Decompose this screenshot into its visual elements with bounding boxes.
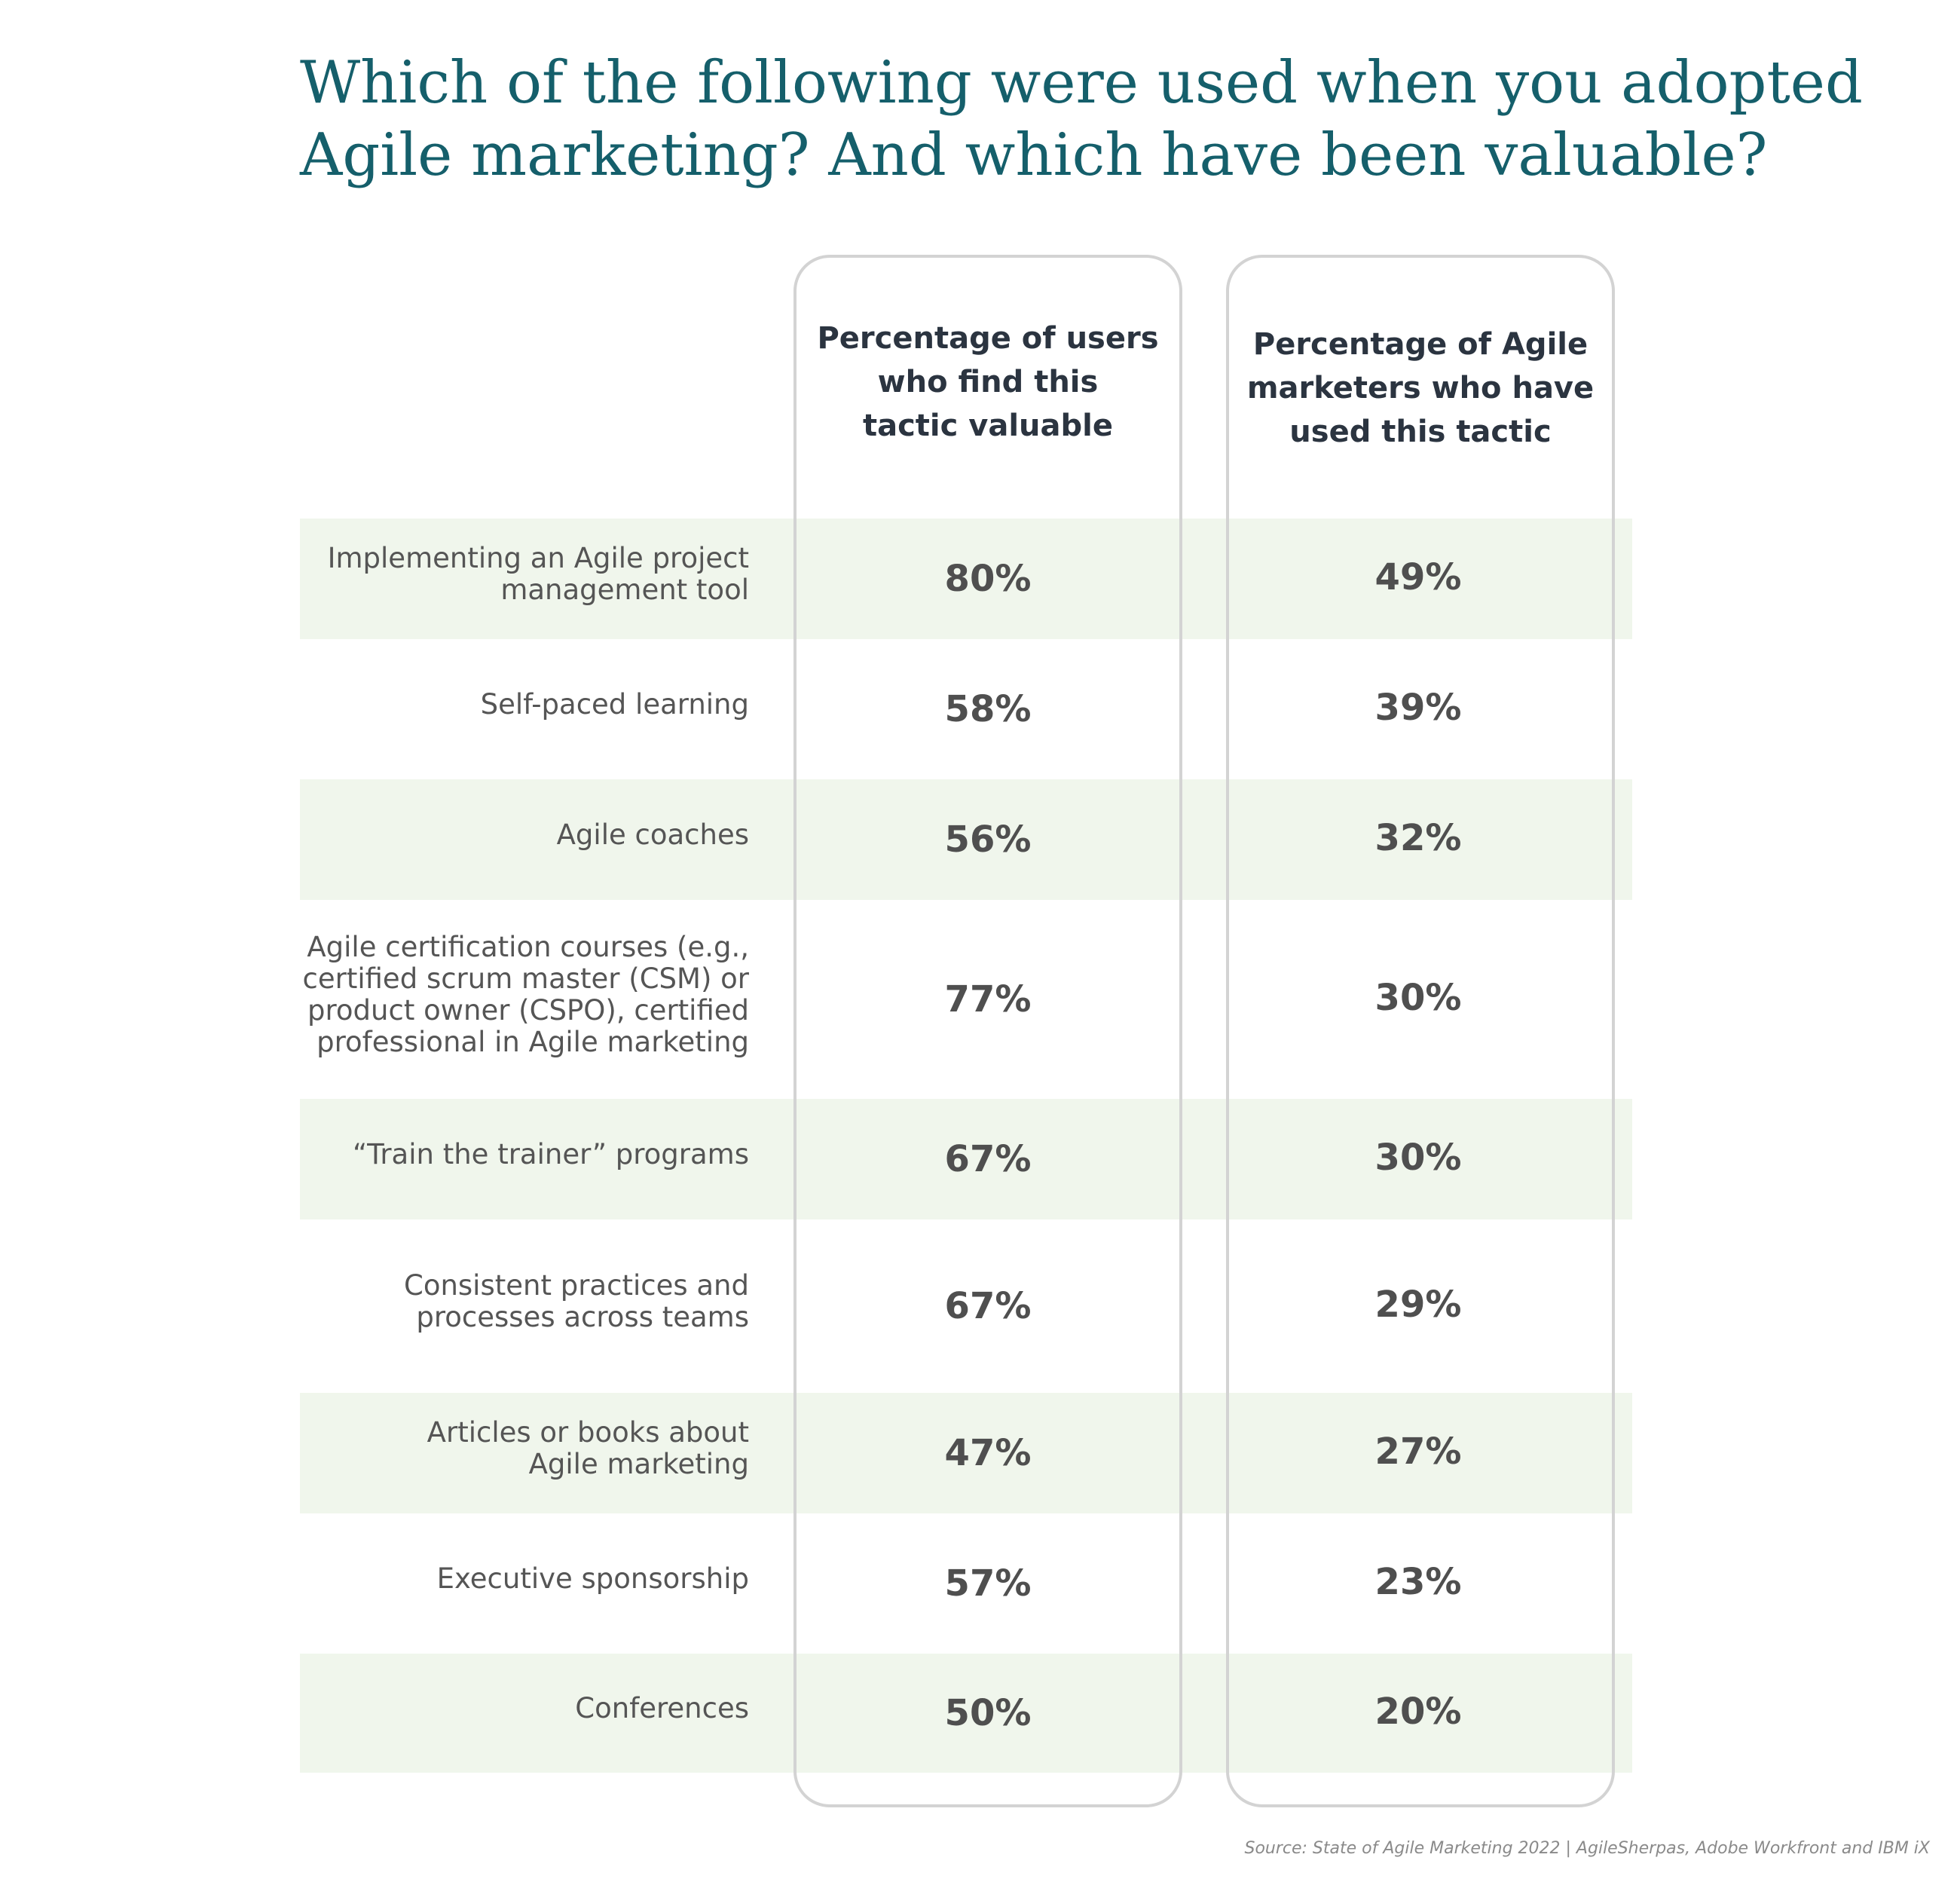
used-header-line: used this tactic — [1289, 415, 1552, 449]
tactic-label: “Train the trainer” programs — [300, 1139, 749, 1170]
tactic-label-line: processes across teams — [416, 1301, 749, 1333]
valuable-percent: 77% — [944, 978, 1032, 1021]
tactic-label-line: Conferences — [575, 1692, 749, 1724]
tactic-label: Conferences — [300, 1693, 749, 1724]
valuable-header-line: Percentage of users — [817, 321, 1159, 356]
valuable-column-header: Percentage of users who find this tactic… — [807, 317, 1169, 448]
valuable-header-line: who find this — [877, 365, 1099, 399]
used-percent: 30% — [1374, 977, 1462, 1019]
tactic-label: Consistent practices and processes across… — [300, 1270, 749, 1333]
tactic-label-line: Articles or books about — [427, 1416, 749, 1449]
tactic-label-line: certified scrum master (CSM) or — [302, 962, 749, 995]
used-percent: 49% — [1374, 556, 1462, 598]
valuable-percent: 56% — [944, 819, 1032, 861]
tactic-label-line: Agile marketing — [528, 1448, 749, 1480]
tactic-label-line: professional in Agile marketing — [316, 1026, 749, 1058]
tactic-label-line: Consistent practices and — [403, 1269, 749, 1302]
valuable-percent: 50% — [944, 1692, 1032, 1734]
used-header-line: marketers who have — [1246, 371, 1595, 405]
valuable-header-line: tactic valuable — [862, 409, 1113, 443]
used-percent: 30% — [1374, 1137, 1462, 1179]
valuable-percent: 80% — [944, 558, 1032, 600]
used-percent: 29% — [1374, 1284, 1462, 1326]
page-title: Which of the following were used when yo… — [300, 47, 1863, 191]
used-column-header: Percentage of Agile marketers who have u… — [1240, 323, 1601, 454]
used-percent: 32% — [1374, 817, 1462, 859]
tactic-label: Executive sponsorship — [300, 1563, 749, 1595]
tactic-label-line: Executive sponsorship — [436, 1562, 749, 1595]
row-band — [300, 1654, 1632, 1773]
tactic-label: Agile certification courses (e.g., certif… — [300, 932, 749, 1058]
row-band — [300, 779, 1632, 900]
tactic-label-line: “Train the trainer” programs — [353, 1138, 749, 1170]
used-percent: 23% — [1374, 1561, 1462, 1603]
tactic-label-line: management tool — [500, 574, 749, 606]
valuable-percent: 67% — [944, 1285, 1032, 1327]
tactic-label-line: product owner (CSPO), certified — [307, 994, 749, 1027]
tactic-label-line: Self-paced learning — [480, 688, 749, 721]
row-band — [300, 1393, 1632, 1513]
valuable-column-frame — [793, 255, 1182, 1807]
row-band — [300, 519, 1632, 639]
tactic-label: Agile coaches — [300, 819, 749, 851]
valuable-percent: 47% — [944, 1432, 1032, 1474]
tactic-label-line: Agile coaches — [556, 819, 749, 851]
tactic-label-line: Agile certification courses (e.g., — [307, 931, 749, 963]
tactic-label: Implementing an Agile project management … — [300, 543, 749, 606]
used-percent: 20% — [1374, 1691, 1462, 1733]
valuable-percent: 57% — [944, 1562, 1032, 1605]
used-column-frame — [1226, 255, 1615, 1807]
title-line-2: Agile marketing? And which have been val… — [300, 121, 1768, 189]
tactic-label: Articles or books about Agile marketing — [300, 1417, 749, 1480]
tactic-label: Self-paced learning — [300, 689, 749, 721]
title-line-1: Which of the following were used when yo… — [300, 49, 1863, 117]
source-note: Source: State of Agile Marketing 2022 | … — [1244, 1839, 1930, 1858]
used-percent: 39% — [1374, 687, 1462, 729]
row-band — [300, 1099, 1632, 1219]
used-percent: 27% — [1374, 1431, 1462, 1473]
valuable-percent: 67% — [944, 1138, 1032, 1180]
valuable-percent: 58% — [944, 688, 1032, 730]
used-header-line: Percentage of Agile — [1252, 327, 1588, 362]
tactic-label-line: Implementing an Agile project — [327, 542, 749, 574]
